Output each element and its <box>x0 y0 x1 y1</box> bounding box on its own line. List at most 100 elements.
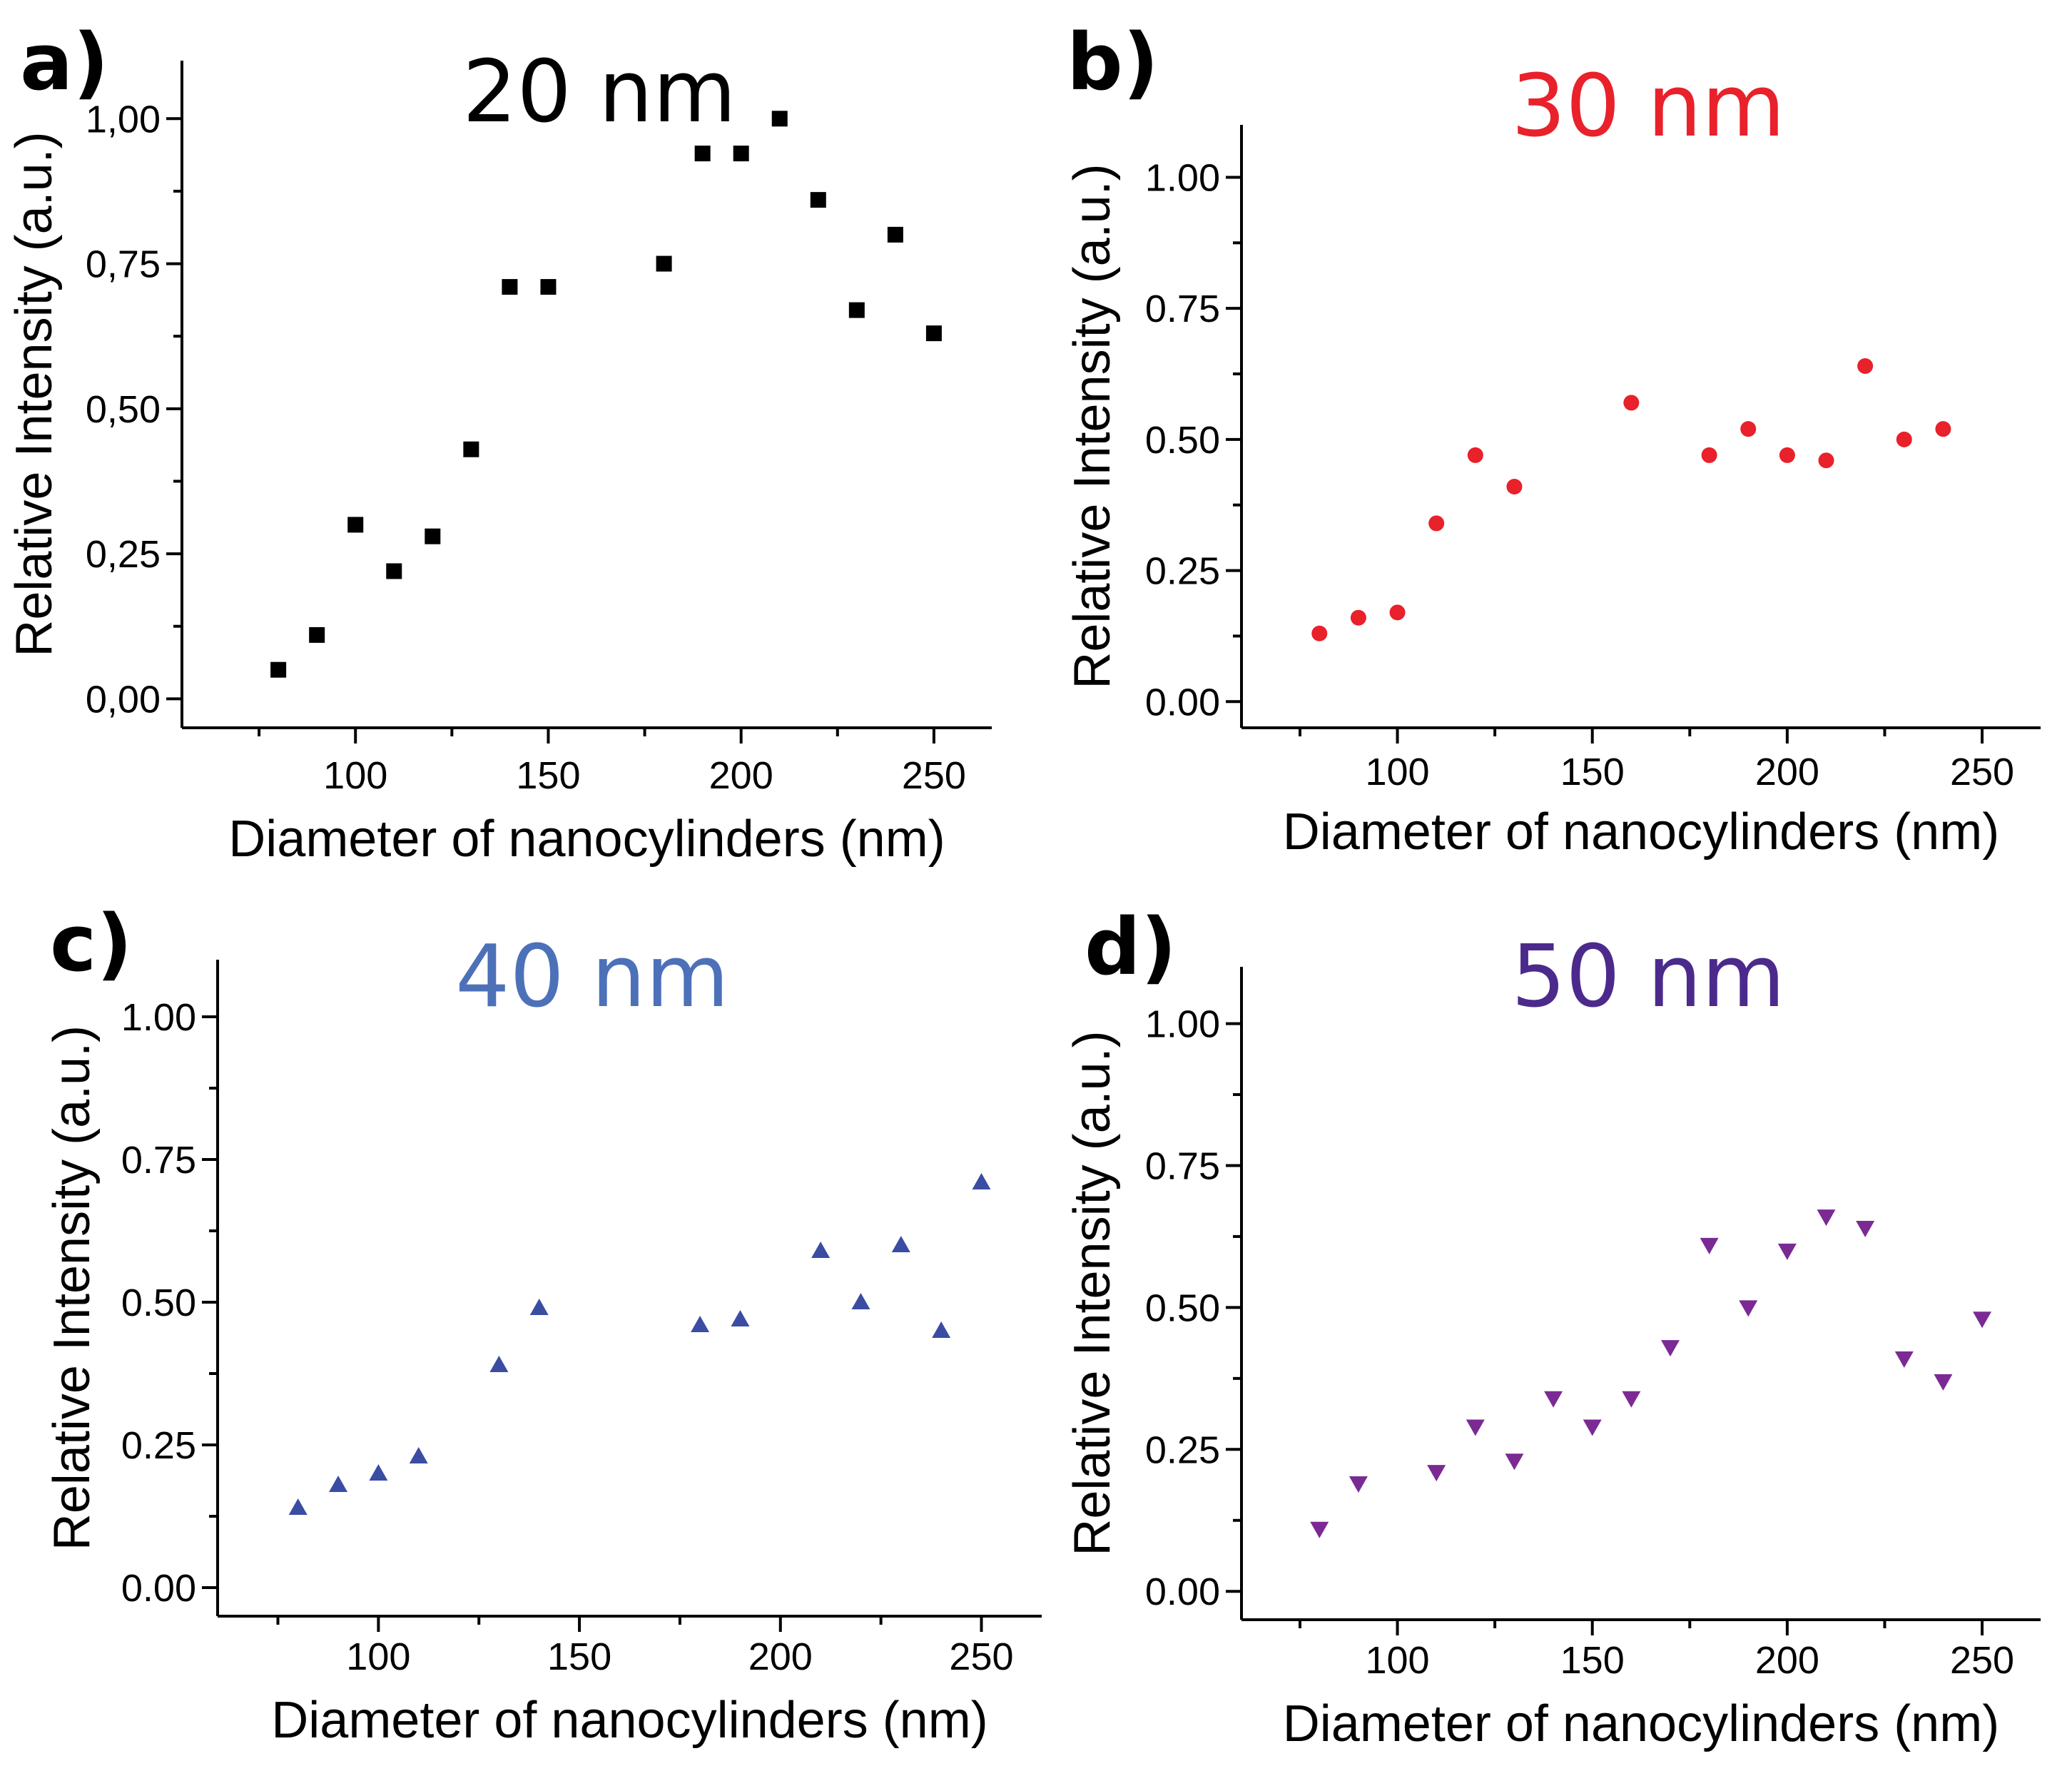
data-point <box>1506 479 1523 494</box>
x-tick-label: 150 <box>516 754 580 797</box>
y-axis-title: Relative Intensity (a.u.) <box>6 131 63 656</box>
y-tick-label: 0,25 <box>86 533 161 576</box>
data-point <box>731 1310 750 1326</box>
data-point <box>691 1316 710 1332</box>
y-tick-label: 0,00 <box>86 678 161 721</box>
data-point <box>1777 1243 1797 1260</box>
data-point <box>409 1447 428 1463</box>
data-point <box>972 1173 991 1189</box>
data-point <box>1894 1351 1914 1368</box>
y-tick-label: 0.00 <box>1145 1570 1220 1613</box>
y-tick-label: 0,50 <box>86 388 161 431</box>
y-tick-label: 0.00 <box>1145 681 1220 724</box>
data-point <box>1310 1521 1329 1538</box>
data-point <box>1973 1311 1992 1329</box>
x-tick-label: 250 <box>1950 1639 2014 1682</box>
data-point <box>656 255 672 272</box>
data-point <box>1779 447 1795 463</box>
y-tick-label: 0.50 <box>1145 1287 1220 1329</box>
data-point <box>463 441 479 457</box>
data-point <box>1660 1340 1680 1357</box>
x-tick-label: 150 <box>547 1635 611 1678</box>
y-tick-label: 0.00 <box>121 1567 196 1610</box>
data-point <box>851 1293 870 1309</box>
data-point <box>1505 1453 1524 1471</box>
x-tick-label: 150 <box>1560 1639 1625 1682</box>
x-axis-title: Diameter of nanocylinders (nm) <box>1283 1695 1999 1752</box>
data-point <box>386 563 402 579</box>
y-tick-label: 0.25 <box>1145 1428 1220 1471</box>
data-point <box>1311 625 1328 641</box>
data-point <box>1350 609 1366 626</box>
y-tick-label: 0,75 <box>86 243 161 286</box>
data-point <box>887 226 903 243</box>
data-point <box>1544 1391 1563 1408</box>
data-point <box>1467 447 1483 463</box>
chart-panel-2: b) 30 nm 100 150 200 250 0.00 0.25 0.50 0.75 1.00 D… <box>1064 16 2041 861</box>
data-point <box>1739 1300 1758 1317</box>
data-point <box>1896 431 1912 447</box>
y-axis-title: Relative Intensity (a.u.) <box>1064 1030 1121 1556</box>
data-point <box>1622 1391 1641 1408</box>
y-tick-label: 0.75 <box>1145 288 1220 330</box>
chart-panel-3: c) 40 nm 100 150 200 250 0.00 0.25 0.50 0.75 1.00 D… <box>44 898 1042 1749</box>
data-point <box>489 1356 509 1372</box>
x-axis-title: Diameter of nanocylinders (nm) <box>228 811 945 868</box>
chart-panel-4: d) 50 nm 100 150 200 250 0.00 0.25 0.50 0.75 1.00 D… <box>1064 901 2041 1752</box>
x-tick-label: 250 <box>902 754 966 797</box>
x-tick-label: 100 <box>323 754 387 797</box>
x-tick-label: 100 <box>1365 1639 1429 1682</box>
x-tick-label: 200 <box>748 1635 813 1678</box>
chart-title: 40 nm <box>455 928 729 1027</box>
y-tick-label: 0.25 <box>121 1424 196 1467</box>
y-tick-label: 1.00 <box>1145 1003 1220 1046</box>
y-tick-label: 1.00 <box>121 996 196 1039</box>
data-point <box>1740 421 1757 437</box>
data-point <box>1857 358 1874 374</box>
data-point <box>1856 1221 1875 1237</box>
data-point <box>309 626 325 643</box>
data-point <box>1389 604 1406 621</box>
data-point <box>932 1321 951 1338</box>
data-point <box>288 1498 308 1515</box>
data-point <box>810 192 826 208</box>
data-point <box>1427 1465 1446 1482</box>
y-tick-label: 0.25 <box>1145 550 1220 593</box>
panel-label: a) <box>20 16 109 108</box>
data-point <box>1428 515 1445 532</box>
x-tick-label: 100 <box>346 1635 410 1678</box>
x-tick-label: 250 <box>949 1635 1013 1678</box>
data-point <box>270 661 287 678</box>
data-point <box>771 111 788 127</box>
data-point <box>347 517 364 533</box>
y-tick-label: 0.50 <box>1145 419 1220 462</box>
data-point <box>329 1476 348 1492</box>
data-point <box>1934 1374 1953 1391</box>
data-point <box>811 1242 831 1258</box>
data-point <box>425 528 441 544</box>
x-tick-label: 200 <box>709 754 773 797</box>
data-point <box>848 302 865 318</box>
panel-label: c) <box>50 898 132 989</box>
data-point <box>1623 395 1640 411</box>
data-point <box>1583 1419 1602 1436</box>
data-point <box>1466 1419 1485 1436</box>
x-axis-title: Diameter of nanocylinders (nm) <box>1283 803 1999 861</box>
y-axis-title: Relative Intensity (a.u.) <box>1064 163 1121 689</box>
data-point <box>694 146 711 162</box>
data-point <box>1935 421 1951 437</box>
x-axis-title: Diameter of nanocylinders (nm) <box>271 1692 987 1749</box>
y-axis-title: Relative Intensity (a.u.) <box>44 1025 101 1551</box>
data-point <box>540 279 557 295</box>
x-tick-label: 150 <box>1560 751 1625 793</box>
chart-title: 50 nm <box>1511 928 1785 1027</box>
y-tick-label: 0.75 <box>121 1139 196 1182</box>
data-point <box>369 1464 388 1481</box>
panel-label: b) <box>1067 16 1159 108</box>
data-point <box>925 325 942 342</box>
y-tick-label: 1,00 <box>86 98 161 141</box>
x-tick-label: 100 <box>1365 751 1429 793</box>
data-point <box>891 1236 910 1252</box>
data-point <box>1701 447 1717 463</box>
